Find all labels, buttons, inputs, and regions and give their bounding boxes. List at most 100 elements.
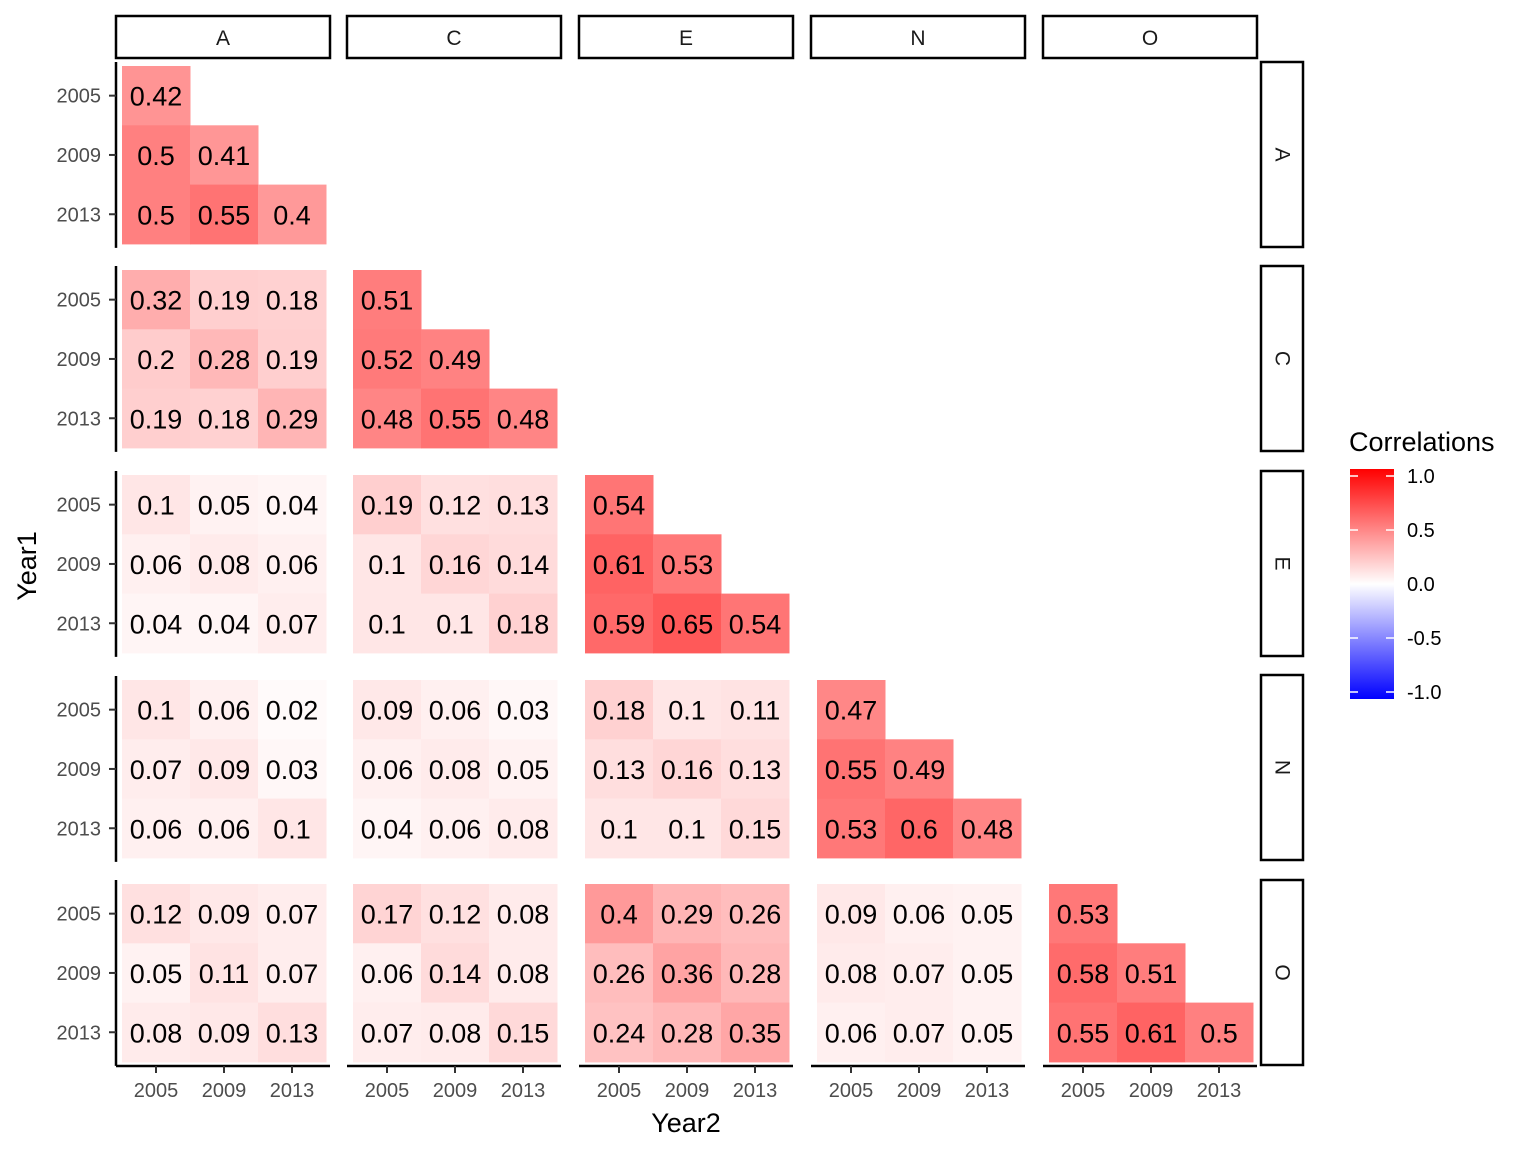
panel-o-c: 0.17 0.12 0.08 0.06 0.14 0.08 0.07 0.08 0.15 <box>353 884 558 1063</box>
x-tick-label: 2005 <box>134 1080 179 1102</box>
heatmap-cell <box>421 739 490 800</box>
column-strip-o <box>1041 14 1259 60</box>
cell-value-label: 0.2 <box>137 345 175 375</box>
cell-value-label: 0.61 <box>1125 1018 1178 1048</box>
heatmap-cell <box>122 66 191 126</box>
cell-value-label: 0.4 <box>273 200 311 230</box>
heatmap-cell <box>122 125 191 186</box>
cell-value-label: 0.58 <box>1057 959 1110 989</box>
heatmap-cell <box>353 1002 422 1063</box>
cell-value-label: 0.06 <box>130 550 183 580</box>
heatmap-cell <box>721 943 790 1004</box>
cell-value-label: 0.32 <box>130 286 183 316</box>
heatmap-cell <box>190 884 259 944</box>
heatmap-cell <box>190 798 259 859</box>
heatmap-cell <box>122 798 191 859</box>
cell-value-label: 0.5 <box>137 141 175 171</box>
heatmap-cell <box>653 593 722 654</box>
cell-value-label: 0.48 <box>361 404 414 434</box>
row-strips: A C E N O <box>1259 60 1305 1067</box>
column-strip-label: C <box>446 27 461 50</box>
cell-value-label: 0.07 <box>130 755 183 785</box>
heatmap-cell <box>1049 943 1118 1004</box>
heatmap-cell <box>1117 1002 1186 1063</box>
column-strip-n <box>809 14 1027 60</box>
heatmap-cell <box>653 739 722 800</box>
cell-value-label: 0.26 <box>593 959 646 989</box>
heatmap-cell <box>817 1002 886 1063</box>
x-tick-label: 2013 <box>965 1080 1010 1102</box>
cell-value-label: 0.65 <box>661 609 714 639</box>
panel-n-a: 0.1 0.06 0.02 0.07 0.09 0.03 0.06 0.06 0.1 <box>122 680 327 859</box>
cell-value-label: 0.11 <box>199 959 250 989</box>
cell-value-label: 0.03 <box>497 696 550 726</box>
cell-value-label: 0.06 <box>893 900 946 930</box>
row-strip-e <box>1259 469 1305 658</box>
x-tick-label: 2009 <box>897 1080 942 1102</box>
cell-value-label: 0.47 <box>825 696 878 726</box>
row-strip-label: E <box>1271 556 1294 570</box>
cell-value-label: 0.16 <box>661 755 714 785</box>
panel-e-c: 0.19 0.12 0.13 0.1 0.16 0.14 0.1 0.1 0.18 <box>353 475 558 654</box>
heatmap-cell <box>122 329 191 390</box>
heatmap-cell <box>585 798 654 859</box>
heatmap-cell <box>122 270 191 330</box>
cell-value-label: 0.08 <box>497 959 550 989</box>
x-tick-label: 2013 <box>270 1080 315 1102</box>
cell-value-label: 0.24 <box>593 1018 646 1048</box>
panel-a-a: 0.42 0.5 0.41 0.5 0.55 0.4 <box>122 66 327 245</box>
cell-value-label: 0.04 <box>266 491 319 521</box>
y-tick-label: 2013 <box>57 613 102 635</box>
panel-c-c: 0.51 0.52 0.49 0.48 0.55 0.48 <box>353 270 558 449</box>
column-strip-label: N <box>910 27 925 50</box>
cell-value-label: 0.35 <box>729 1018 782 1048</box>
cell-value-label: 0.53 <box>1057 900 1110 930</box>
heatmap-cell <box>258 739 327 800</box>
panel-c-a: 0.32 0.19 0.18 0.2 0.28 0.19 0.19 0.18 0.29 <box>122 270 327 449</box>
heatmap-cell <box>585 1002 654 1063</box>
cell-value-label: 0.18 <box>593 696 646 726</box>
cell-value-label: 0.08 <box>429 755 482 785</box>
cell-value-label: 0.09 <box>825 900 878 930</box>
cell-value-label: 0.19 <box>198 286 251 316</box>
cell-value-label: 0.5 <box>137 200 175 230</box>
cell-value-label: 0.02 <box>266 696 319 726</box>
heatmap-cell <box>122 680 191 740</box>
cell-value-label: 0.13 <box>266 1018 319 1048</box>
heatmap-cell <box>190 125 259 186</box>
heatmap-cell <box>258 184 327 245</box>
heatmap-cell <box>421 593 490 654</box>
cell-value-label: 0.28 <box>729 959 782 989</box>
heatmap-cell <box>258 798 327 859</box>
cell-value-label: 0.09 <box>198 900 251 930</box>
cell-value-label: 0.54 <box>593 491 646 521</box>
heatmap-cell <box>817 798 886 859</box>
cell-value-label: 0.07 <box>893 1018 946 1048</box>
legend-tick-label: 1.0 <box>1407 466 1435 488</box>
cell-value-label: 0.1 <box>600 814 638 844</box>
heatmap-cell <box>885 739 954 800</box>
column-strip-a <box>114 14 332 60</box>
cell-value-label: 0.1 <box>273 814 311 844</box>
y-tick-label: 2009 <box>57 554 102 576</box>
cell-value-label: 0.06 <box>361 959 414 989</box>
y-tick-label: 2005 <box>57 86 102 108</box>
row-strip-c <box>1259 264 1305 453</box>
panel-n-c: 0.09 0.06 0.03 0.06 0.08 0.05 0.04 0.06 0.08 <box>353 680 558 859</box>
x-tick-label: 2009 <box>1129 1080 1174 1102</box>
cell-value-label: 0.28 <box>661 1018 714 1048</box>
column-strip-c <box>345 14 563 60</box>
heatmap-cell <box>817 884 886 944</box>
heatmap-cell <box>190 1002 259 1063</box>
heatmap-cell <box>122 943 191 1004</box>
cell-value-label: 0.06 <box>130 814 183 844</box>
legend-tick-label: 0.5 <box>1407 520 1435 542</box>
heatmap-cell <box>421 475 490 535</box>
heatmap-cell <box>585 534 654 595</box>
panel-n-n: 0.47 0.55 0.49 0.53 0.6 0.48 <box>817 680 1022 859</box>
column-strip-e <box>577 14 795 60</box>
heatmap-cell <box>885 1002 954 1063</box>
cell-value-label: 0.07 <box>266 609 319 639</box>
